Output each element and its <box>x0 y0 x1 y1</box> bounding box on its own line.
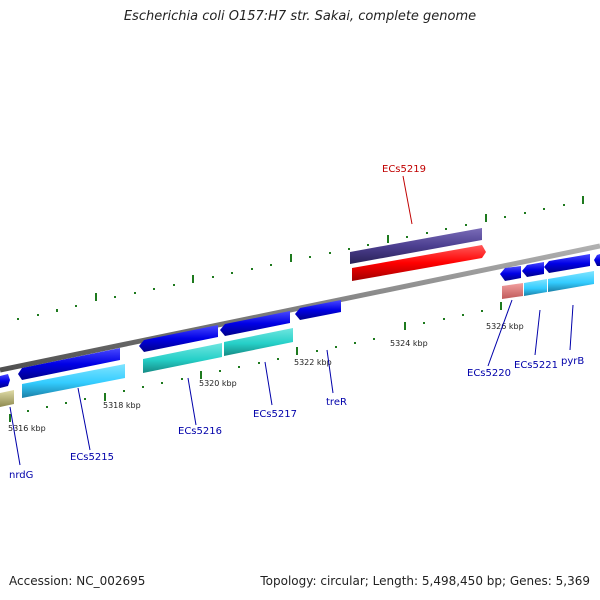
label-leaders <box>9 175 574 466</box>
gene-label-ECs5219[interactable]: ECs5219 <box>382 164 426 175</box>
gene-ECs5217-track[interactable] <box>220 311 290 336</box>
cds-ECs5219-track[interactable] <box>352 245 486 281</box>
gene-ECs5221-track[interactable] <box>522 262 544 277</box>
gene-ECs5220-track[interactable] <box>500 266 521 281</box>
tick-label-5320: 5320 kbp <box>199 379 237 388</box>
cds-ECs5216-track[interactable] <box>143 343 222 373</box>
gene-edge-track[interactable] <box>594 254 600 266</box>
gene-pyrB-track[interactable] <box>544 254 590 273</box>
accession-text: Accession: NC_002695 <box>9 574 146 588</box>
gene-label-ECs5217[interactable]: ECs5217 <box>253 409 297 420</box>
tick-label-5324: 5324 kbp <box>390 339 428 348</box>
gene-label-ECs5216[interactable]: ECs5216 <box>178 426 222 437</box>
gene-treR-track[interactable] <box>295 300 341 320</box>
map-title: Escherichia coli O157:H7 str. Sakai, com… <box>123 9 477 24</box>
gene-ECs5219-track[interactable] <box>350 228 482 264</box>
gene-label-ECs5220[interactable]: ECs5220 <box>467 368 511 379</box>
cds-pyrB-track[interactable] <box>548 271 594 292</box>
gene-label-treR[interactable]: treR <box>326 397 347 408</box>
gene-label-pyrB[interactable]: pyrB <box>561 356 584 367</box>
cds-ECs5215-track[interactable] <box>22 364 125 398</box>
cds-ECs5217-track[interactable] <box>224 328 293 356</box>
cds-nrdG-track[interactable] <box>0 390 14 407</box>
gene-label-ECs5215[interactable]: ECs5215 <box>70 452 114 463</box>
gene-ECs5216-track[interactable] <box>139 325 218 352</box>
tick-label-5318: 5318 kbp <box>103 401 141 410</box>
gene-label-nrdG[interactable]: nrdG <box>9 470 33 481</box>
outer-tick-dots <box>17 196 584 320</box>
tick-label-5326: 5326 kbp <box>486 322 524 331</box>
gene-ECs5215-track[interactable] <box>18 348 120 380</box>
tick-label-5322: 5322 kbp <box>294 358 332 367</box>
gene-nrdG-track[interactable] <box>0 374 10 388</box>
gene-label-ECs5221[interactable]: ECs5221 <box>514 360 558 371</box>
cds-ECs5220-track[interactable] <box>502 283 523 299</box>
cds-ECs5221-track[interactable] <box>524 279 547 296</box>
genome-summary-text: Topology: circular; Length: 5,498,450 bp… <box>260 574 590 588</box>
tick-label-5316: 5316 kbp <box>8 424 46 433</box>
inner-tick-dots <box>9 302 502 422</box>
